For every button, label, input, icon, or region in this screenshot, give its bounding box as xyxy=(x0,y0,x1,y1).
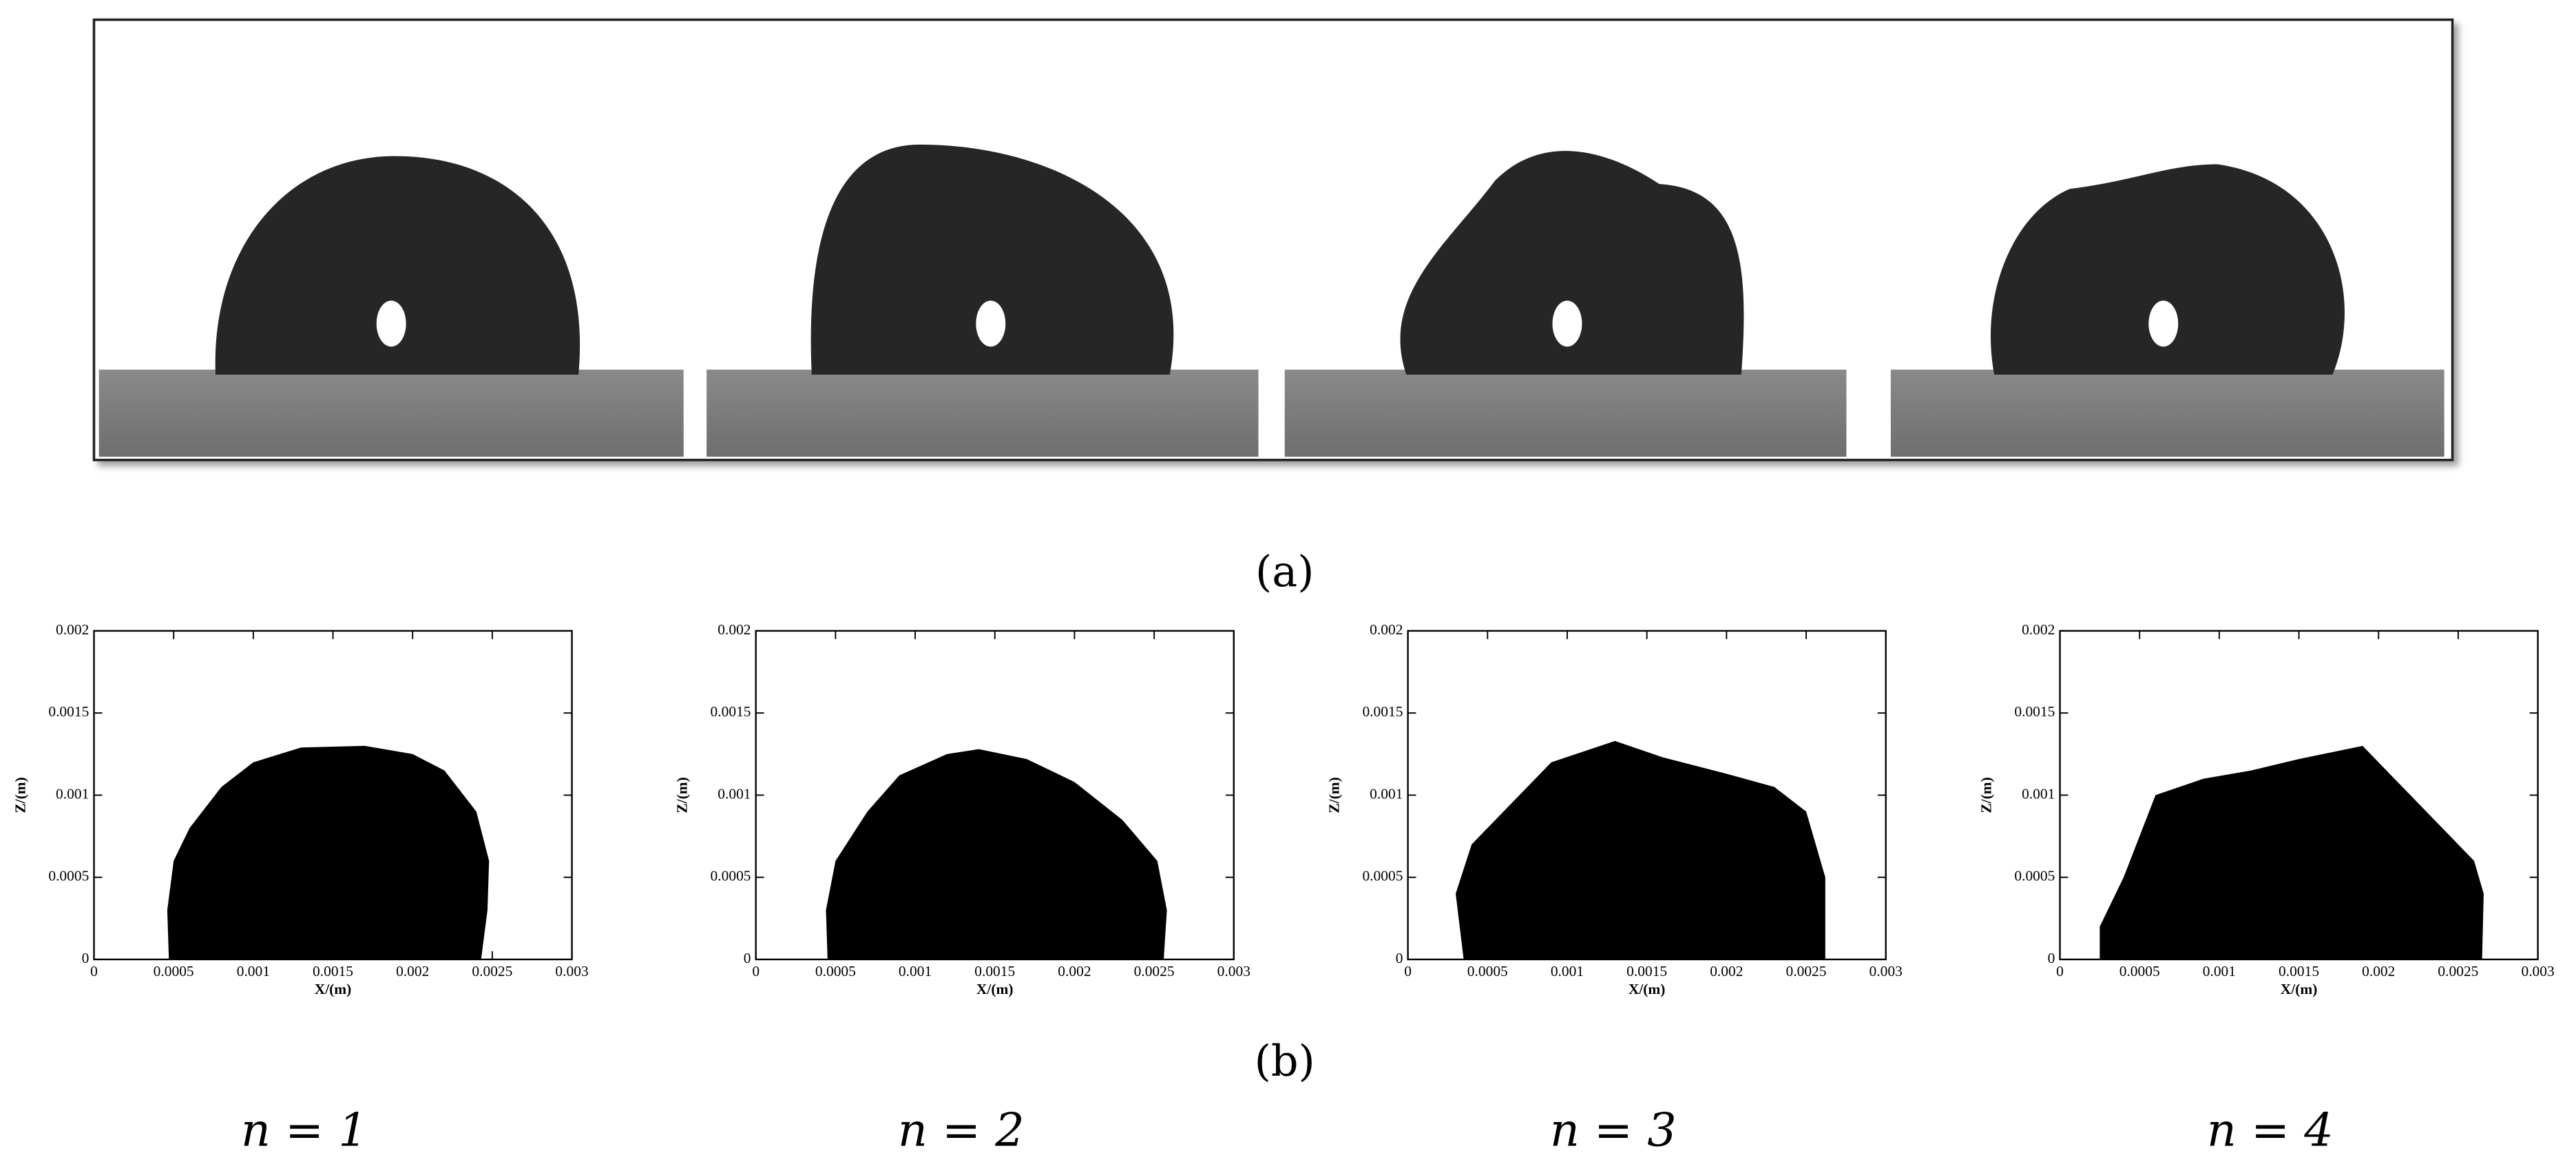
photo xyxy=(98,156,684,457)
y-tick-label: 0 xyxy=(2048,950,2055,966)
caption: (b) xyxy=(1255,1036,1315,1086)
x-axis-label: X/(m) xyxy=(315,981,352,997)
y-tick-label: 0.0015 xyxy=(711,703,751,720)
y-tick-label: 0.001 xyxy=(56,785,89,802)
y-axis-label: Z/(m) xyxy=(674,777,691,813)
y-tick-label: 0.0005 xyxy=(711,868,751,884)
caption: (a) xyxy=(1255,546,1314,596)
panel-label: n = 2 xyxy=(898,1103,1025,1156)
x-tick-label: 0.0025 xyxy=(1786,963,1827,979)
x-tick-label: 0.002 xyxy=(1058,963,1091,979)
x-tick-label: 0.003 xyxy=(2521,963,2554,979)
y-tick-label: 0.0005 xyxy=(2014,868,2055,884)
y-tick-label: 0.002 xyxy=(1370,621,1403,638)
y-axis-label: Z/(m) xyxy=(1326,777,1343,813)
x-axis-label: X/(m) xyxy=(2281,981,2318,997)
x-tick-label: 0.0005 xyxy=(2119,963,2160,979)
x-tick-label: 0.0005 xyxy=(815,963,856,979)
x-tick-label: 0 xyxy=(90,963,98,979)
y-tick-label: 0.001 xyxy=(1370,785,1403,802)
x-tick-label: 0.0025 xyxy=(1134,963,1175,979)
x-tick-label: 0.001 xyxy=(899,963,932,979)
x-tick-label: 0.0025 xyxy=(472,963,512,979)
x-tick-label: 0.003 xyxy=(555,963,588,979)
x-tick-label: 0.003 xyxy=(1217,963,1250,979)
x-tick-label: 0.001 xyxy=(1551,963,1584,979)
photo xyxy=(1284,151,1847,457)
x-tick-label: 0.0005 xyxy=(154,963,194,979)
y-tick-label: 0.002 xyxy=(56,621,89,638)
y-tick-label: 0.0015 xyxy=(48,703,89,720)
photo xyxy=(706,144,1259,457)
x-tick-label: 0.0015 xyxy=(313,963,353,979)
y-tick-label: 0.0005 xyxy=(1362,868,1403,884)
x-tick-label: 0.001 xyxy=(237,963,270,979)
panel-label: n = 4 xyxy=(2207,1103,2334,1156)
x-axis-label: X/(m) xyxy=(1629,981,1666,997)
y-axis-label: Z/(m) xyxy=(12,777,28,813)
x-tick-label: 0.002 xyxy=(1710,963,1743,979)
y-tick-label: 0 xyxy=(82,950,90,966)
x-tick-label: 0.003 xyxy=(1870,963,1903,979)
x-tick-label: 0.0005 xyxy=(1467,963,1508,979)
x-axis-label: X/(m) xyxy=(976,981,1014,997)
y-tick-label: 0.0005 xyxy=(48,868,89,884)
panel-label: n = 3 xyxy=(1550,1103,1677,1156)
x-tick-label: 0.0015 xyxy=(1626,963,1667,979)
x-tick-label: 0.002 xyxy=(396,963,429,979)
droplet-profile xyxy=(1456,740,1825,959)
droplet-profile xyxy=(167,745,490,959)
x-tick-label: 0 xyxy=(2056,963,2064,979)
x-tick-label: 0.0015 xyxy=(974,963,1015,979)
y-tick-label: 0.002 xyxy=(718,621,751,638)
x-tick-label: 0.0025 xyxy=(2438,963,2478,979)
x-tick-label: 0 xyxy=(1404,963,1412,979)
y-tick-label: 0 xyxy=(1396,950,1403,966)
x-tick-label: 0.001 xyxy=(2203,963,2236,979)
y-tick-label: 0.001 xyxy=(2022,785,2055,802)
y-axis-label: Z/(m) xyxy=(1978,777,1994,813)
y-tick-label: 0.0015 xyxy=(1362,703,1403,720)
droplet-profile xyxy=(826,749,1167,959)
panel-label: n = 1 xyxy=(241,1103,368,1156)
droplet-profile xyxy=(2099,745,2484,959)
photo xyxy=(1890,164,2444,457)
x-tick-label: 0.0015 xyxy=(2279,963,2319,979)
y-tick-label: 0.002 xyxy=(2022,621,2055,638)
x-tick-label: 0.002 xyxy=(2362,963,2395,979)
x-tick-label: 0 xyxy=(752,963,760,979)
photo-strip xyxy=(92,18,2454,461)
y-tick-label: 0.001 xyxy=(718,785,751,802)
y-tick-label: 0.0015 xyxy=(2014,703,2055,720)
y-tick-label: 0 xyxy=(744,950,751,966)
